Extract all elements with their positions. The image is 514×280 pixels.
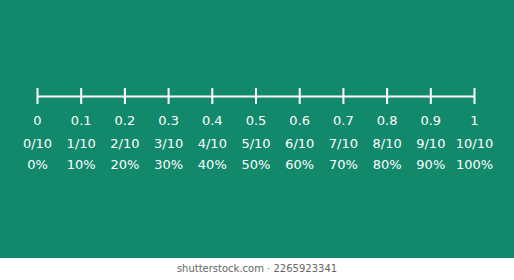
svg-text:4/10: 4/10 — [198, 136, 227, 151]
svg-text:9/10: 9/10 — [416, 136, 445, 151]
svg-text:10/10: 10/10 — [456, 136, 493, 151]
svg-text:0.7: 0.7 — [333, 113, 354, 128]
svg-text:20%: 20% — [110, 157, 139, 172]
svg-text:1/10: 1/10 — [67, 136, 96, 151]
svg-text:0.5: 0.5 — [246, 113, 267, 128]
svg-text:6/10: 6/10 — [285, 136, 314, 151]
svg-text:0%: 0% — [27, 157, 48, 172]
svg-text:0.3: 0.3 — [158, 113, 179, 128]
svg-text:100%: 100% — [456, 157, 493, 172]
svg-text:0.4: 0.4 — [202, 113, 223, 128]
svg-text:0.2: 0.2 — [115, 113, 136, 128]
svg-text:60%: 60% — [285, 157, 314, 172]
svg-text:1: 1 — [470, 113, 478, 128]
svg-text:7/10: 7/10 — [329, 136, 358, 151]
svg-text:40%: 40% — [198, 157, 227, 172]
svg-text:5/10: 5/10 — [241, 136, 270, 151]
svg-text:0: 0 — [33, 113, 41, 128]
svg-text:0.9: 0.9 — [420, 113, 441, 128]
svg-text:0/10: 0/10 — [23, 136, 52, 151]
svg-text:30%: 30% — [154, 157, 183, 172]
svg-text:80%: 80% — [373, 157, 402, 172]
svg-text:70%: 70% — [329, 157, 358, 172]
svg-text:3/10: 3/10 — [154, 136, 183, 151]
svg-text:0.8: 0.8 — [377, 113, 398, 128]
svg-text:10%: 10% — [67, 157, 96, 172]
svg-text:2/10: 2/10 — [110, 136, 139, 151]
svg-text:8/10: 8/10 — [372, 136, 401, 151]
svg-text:0.6: 0.6 — [289, 113, 310, 128]
svg-text:0.1: 0.1 — [71, 113, 92, 128]
svg-text:90%: 90% — [416, 157, 445, 172]
svg-text:50%: 50% — [242, 157, 271, 172]
html-text:shutterstock.com · 2265923341: shutterstock.com · 2265923341 — [176, 263, 338, 274]
